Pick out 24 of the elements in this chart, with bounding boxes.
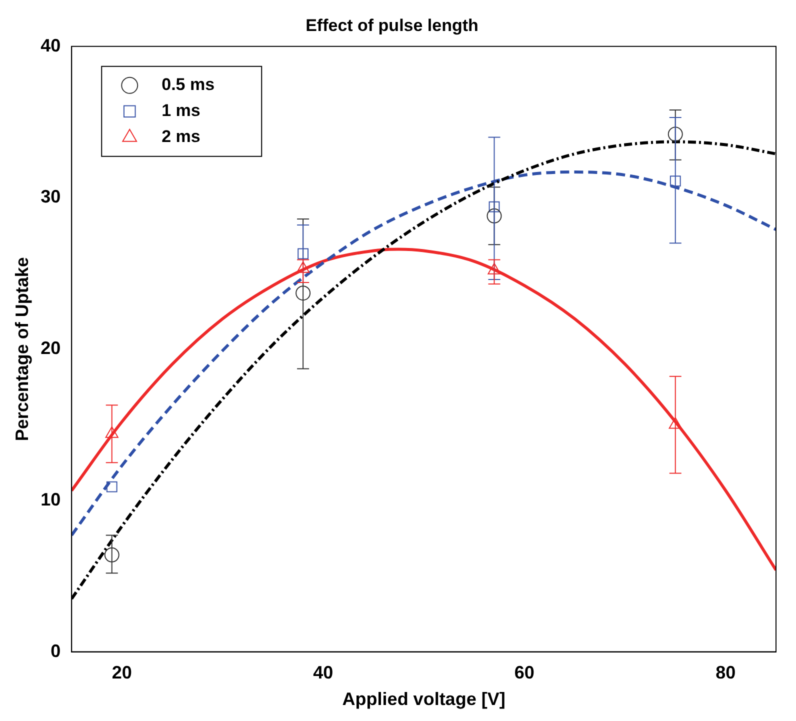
y-tick-label: 30 — [40, 186, 61, 207]
point — [670, 176, 681, 187]
point — [668, 126, 683, 142]
y-tick-label: 20 — [40, 338, 61, 358]
x-axis-title: Applied voltage [V] — [342, 689, 506, 710]
legend-label: 1 ms — [162, 101, 200, 120]
x-tick-label: 80 — [716, 662, 736, 683]
point — [298, 248, 309, 260]
y-axis-title: Percentage of Uptake — [12, 257, 32, 442]
line-series — [72, 248, 776, 572]
point — [486, 208, 502, 224]
x-tick-label: 40 — [313, 662, 334, 683]
point — [488, 201, 500, 212]
y-tick-label: 10 — [40, 489, 61, 510]
point — [106, 481, 118, 492]
legend-label: 2 ms — [162, 127, 200, 146]
x-tick-label: 20 — [112, 662, 132, 683]
legend-label: 0.5 ms — [162, 75, 215, 94]
y-tick-label: 40 — [40, 35, 61, 56]
point — [296, 286, 311, 301]
y-tick-label: 0 — [50, 640, 61, 661]
x-tick-label: 60 — [514, 662, 534, 683]
chart-title: Effect of pulse length — [306, 16, 478, 35]
point — [104, 547, 120, 562]
